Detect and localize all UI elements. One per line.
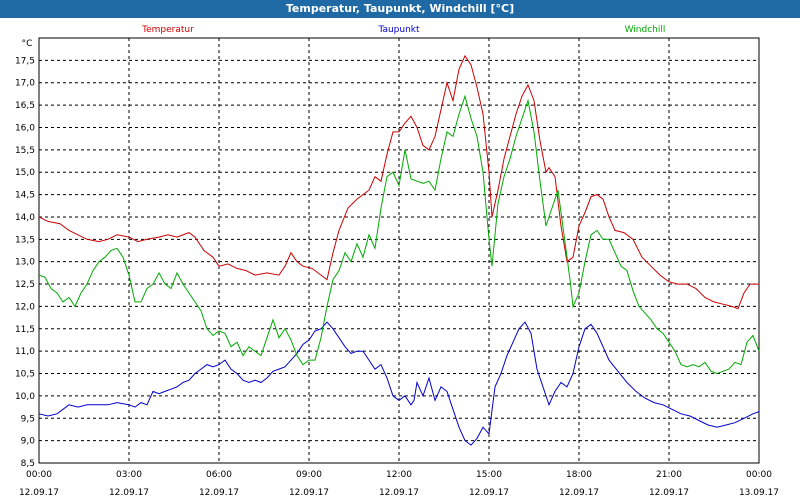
y-tick-label: 14,5 <box>15 191 35 201</box>
x-tick-time-label: 15:00 <box>476 470 502 480</box>
chart-title-bar: Temperatur, Taupunkt, Windchill [°C] <box>0 0 800 18</box>
x-tick-time-label: 00:00 <box>746 470 772 480</box>
y-tick-label: 10,0 <box>15 392 35 402</box>
legend-taupunkt: Taupunkt <box>377 25 420 35</box>
legend: Temperatur Taupunkt Windchill <box>141 25 665 35</box>
x-tick-date-label: 12.09.17 <box>19 488 59 498</box>
legend-windchill: Windchill <box>625 25 666 35</box>
x-tick-date-label: 12.09.17 <box>199 488 239 498</box>
x-tick-time-label: 12:00 <box>386 470 412 480</box>
y-tick-label: 10,5 <box>15 370 35 380</box>
y-tick-label: 16,0 <box>15 123 35 133</box>
y-tick-label: 12,5 <box>15 280 35 290</box>
y-tick-label: 11,5 <box>15 325 35 335</box>
x-axis: 00:00 12.09.17 03:00 12.09.17 06:00 12.09.17 0… <box>19 470 779 498</box>
x-tick-time-label: 21:00 <box>656 470 682 480</box>
series-lines <box>38 54 760 446</box>
line-chart: 8,5 9,0 9,5 10,0 10,5 11,0 11,5 12,0 12,5 13,0 13,… <box>15 25 779 498</box>
x-tick-time-label: 00:00 <box>26 470 52 480</box>
x-tick-date-label: 12.09.17 <box>109 488 149 498</box>
x-tick-date-label: 12.09.17 <box>289 488 329 498</box>
y-tick-label: 8,5 <box>21 459 35 469</box>
y-axis: 8,5 9,0 9,5 10,0 10,5 11,0 11,5 12,0 12,5 13,0 13,… <box>15 56 35 469</box>
y-tick-label: 9,0 <box>21 437 36 447</box>
series-line-taupunkt <box>38 321 760 446</box>
x-tick-date-label: 12.09.17 <box>559 488 599 498</box>
y-tick-label: 11,0 <box>15 347 35 357</box>
series-line-temperatur <box>38 54 759 310</box>
y-tick-label: 15,0 <box>15 168 35 178</box>
y-tick-label: 13,0 <box>15 258 35 268</box>
y-tick-label: 17,5 <box>15 56 35 66</box>
x-tick-date-label: 13.09.17 <box>739 488 779 498</box>
y-tick-label: 13,5 <box>15 235 35 245</box>
y-tick-label: 14,0 <box>15 213 35 223</box>
y-tick-label: 12,0 <box>15 302 35 312</box>
plot-frame <box>38 37 760 464</box>
grid <box>39 38 759 464</box>
x-tick-date-label: 12.09.17 <box>469 488 509 498</box>
chart-title: Temperatur, Taupunkt, Windchill [°C] <box>285 2 515 15</box>
x-tick-date-label: 12.09.17 <box>379 488 419 498</box>
y-tick-label: 16,5 <box>15 101 35 111</box>
y-tick-label: 9,5 <box>21 414 35 424</box>
x-tick-time-label: 03:00 <box>116 470 142 480</box>
y-tick-label: 15,5 <box>15 146 35 156</box>
x-tick-date-label: 12.09.17 <box>649 488 689 498</box>
x-tick-time-label: 06:00 <box>206 470 232 480</box>
x-tick-time-label: 09:00 <box>296 470 322 480</box>
series-line-windchill <box>38 94 760 375</box>
y-axis-unit-label: °C <box>22 39 33 49</box>
legend-temperatur: Temperatur <box>141 25 194 35</box>
x-tick-time-label: 18:00 <box>566 470 592 480</box>
y-tick-label: 17,0 <box>15 79 35 89</box>
